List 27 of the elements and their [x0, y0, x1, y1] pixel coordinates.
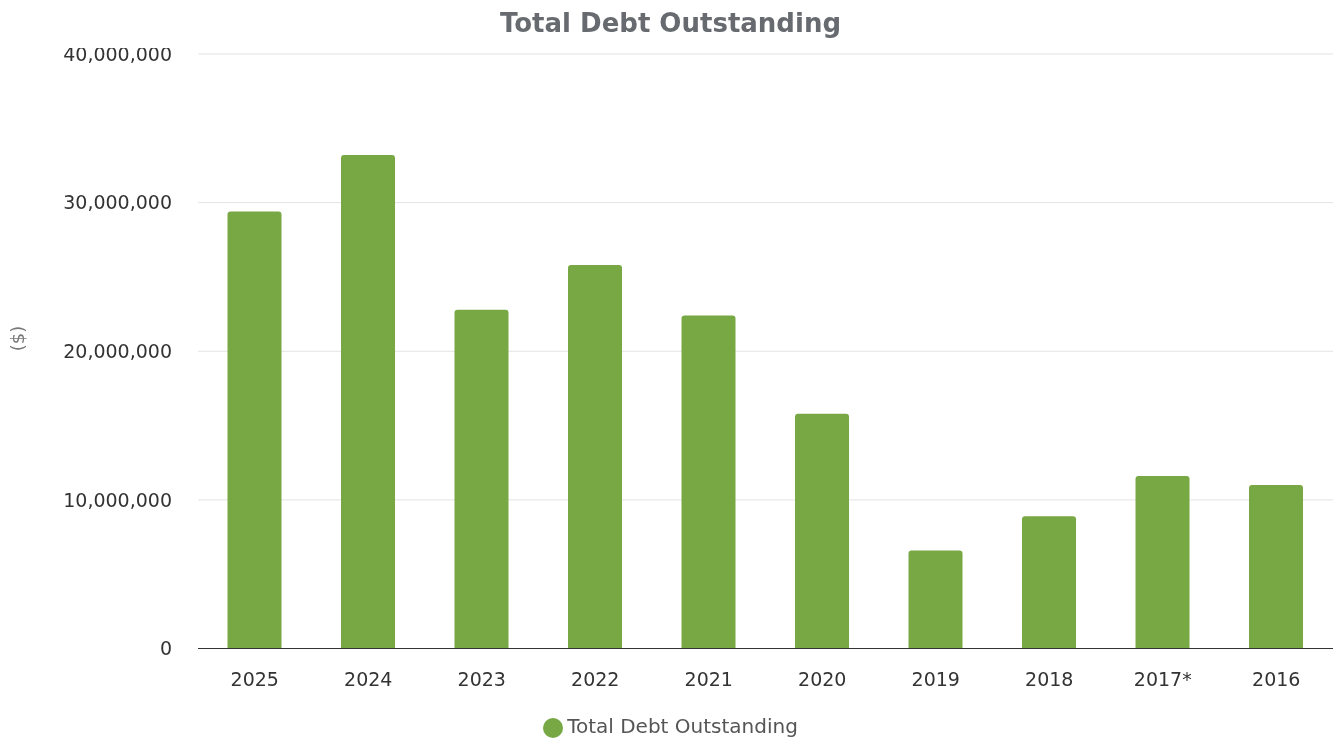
y-axis-title: ($) — [7, 325, 29, 352]
bar — [681, 315, 736, 649]
bar — [1135, 476, 1190, 649]
x-tick-label: 2020 — [798, 667, 847, 690]
y-tick-label: 30,000,000 — [63, 191, 172, 214]
bar — [227, 211, 282, 649]
chart-title: Total Debt Outstanding — [499, 8, 842, 38]
x-tick-label: 2024 — [344, 667, 393, 690]
bar — [795, 413, 850, 649]
x-tick-label: 2018 — [1025, 667, 1074, 690]
x-tick-label: 2019 — [911, 667, 960, 690]
x-tick-label: 2022 — [571, 667, 620, 690]
bar — [1249, 485, 1304, 649]
x-tick-label: 2016 — [1252, 667, 1301, 690]
bar — [454, 309, 509, 649]
y-tick-label: 10,000,000 — [63, 488, 172, 511]
legend-label: Total Debt Outstanding — [567, 713, 798, 738]
x-tick-label: 2021 — [684, 667, 733, 690]
bar — [1022, 516, 1077, 649]
bar — [341, 155, 396, 649]
bar — [908, 550, 963, 649]
y-tick-label: 0 — [159, 637, 172, 660]
bar — [568, 265, 623, 649]
x-tick-label: 2017* — [1133, 667, 1192, 690]
x-tick-label: 2023 — [457, 667, 506, 690]
y-tick-label: 20,000,000 — [63, 339, 172, 362]
x-tick-label: 2025 — [230, 667, 279, 690]
